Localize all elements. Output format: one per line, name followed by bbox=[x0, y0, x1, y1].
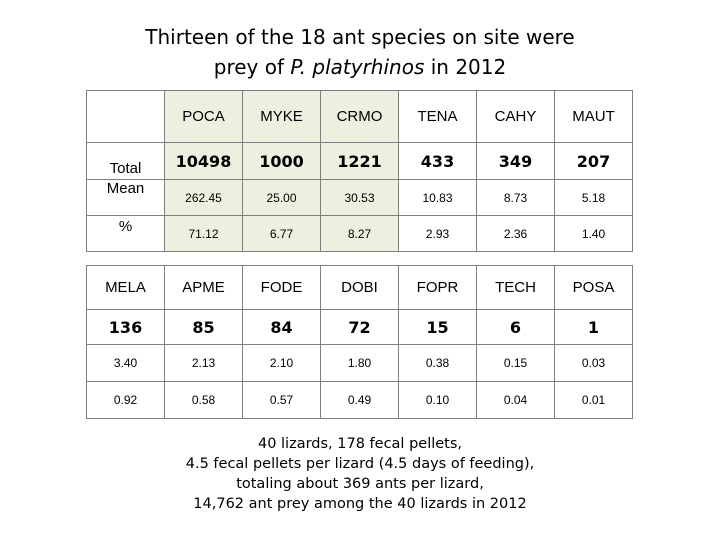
percent-cell: 1.40 bbox=[554, 215, 633, 252]
summary-line: 14,762 ant prey among the 40 lizards in … bbox=[193, 496, 527, 512]
percent-cell: 0.04 bbox=[476, 381, 555, 419]
percent-cell: 0.58 bbox=[164, 381, 243, 419]
mean-cell: 5.18 bbox=[554, 179, 633, 216]
percent-cell: 0.92 bbox=[86, 381, 165, 419]
table-row: POCA MYKE CRMO TENA CAHY MAUT bbox=[86, 90, 633, 143]
species-header: FODE bbox=[242, 265, 321, 310]
table-row: MELA APME FODE DOBI FOPR TECH POSA bbox=[86, 265, 633, 310]
summary-line: totaling about 369 ants per lizard, bbox=[236, 476, 484, 492]
ant-prey-table-bottom: MELA APME FODE DOBI FOPR TECH POSA 136 8… bbox=[86, 265, 633, 419]
mean-cell: 25.00 bbox=[242, 179, 321, 216]
mean-cell: 8.73 bbox=[476, 179, 555, 216]
title-species-name: P. platyrhinos bbox=[290, 55, 425, 79]
table-row: % 71.12 6.77 8.27 2.93 2.36 1.40 bbox=[86, 215, 633, 252]
total-cell: 1221 bbox=[320, 142, 399, 180]
total-cell: 84 bbox=[242, 309, 321, 345]
slide-title: Thirteen of the 18 ant species on site w… bbox=[0, 22, 720, 82]
title-line-2: prey of P. platyrhinos in 2012 bbox=[0, 52, 720, 82]
percent-cell: 8.27 bbox=[320, 215, 399, 252]
species-header: MELA bbox=[86, 265, 165, 310]
mean-cell: 1.80 bbox=[320, 344, 399, 382]
species-header: CAHY bbox=[476, 90, 555, 143]
title-line-1: Thirteen of the 18 ant species on site w… bbox=[145, 25, 575, 49]
mean-cell: 30.53 bbox=[320, 179, 399, 216]
species-header: CRMO bbox=[320, 90, 399, 143]
total-cell: 1 bbox=[554, 309, 633, 345]
ant-prey-table-top: POCA MYKE CRMO TENA CAHY MAUT Total 1049… bbox=[86, 90, 633, 252]
species-header: POCA bbox=[164, 90, 243, 143]
mean-cell: 0.03 bbox=[554, 344, 633, 382]
species-header: TECH bbox=[476, 265, 555, 310]
total-cell: 6 bbox=[476, 309, 555, 345]
summary-line: 40 lizards, 178 fecal pellets, bbox=[257, 436, 463, 452]
title-prefix: prey of bbox=[213, 55, 291, 79]
summary-note: 40 lizards, 178 fecal pellets, 4.5 fecal… bbox=[0, 434, 720, 514]
table-row: 0.92 0.58 0.57 0.49 0.10 0.04 0.01 bbox=[86, 381, 633, 419]
mean-cell: 3.40 bbox=[86, 344, 165, 382]
summary-line: 4.5 fecal pellets per lizard (4.5 days o… bbox=[185, 456, 535, 472]
mean-cell: 2.10 bbox=[242, 344, 321, 382]
percent-cell: 6.77 bbox=[242, 215, 321, 252]
percent-cell: 0.10 bbox=[398, 381, 477, 419]
percent-cell: 2.93 bbox=[398, 215, 477, 252]
total-cell: 85 bbox=[164, 309, 243, 345]
row-label-mean: Mean bbox=[86, 179, 165, 216]
species-header: APME bbox=[164, 265, 243, 310]
total-cell: 1000 bbox=[242, 142, 321, 180]
title-suffix: in 2012 bbox=[424, 55, 507, 79]
species-header: TENA bbox=[398, 90, 477, 143]
species-header: MAUT bbox=[554, 90, 633, 143]
table-row: 3.40 2.13 2.10 1.80 0.38 0.15 0.03 bbox=[86, 344, 633, 382]
mean-cell: 10.83 bbox=[398, 179, 477, 216]
mean-cell: 2.13 bbox=[164, 344, 243, 382]
mean-cell: 0.38 bbox=[398, 344, 477, 382]
percent-cell: 2.36 bbox=[476, 215, 555, 252]
total-cell: 433 bbox=[398, 142, 477, 180]
total-cell: 15 bbox=[398, 309, 477, 345]
table-corner-cell bbox=[86, 90, 165, 143]
percent-cell: 0.01 bbox=[554, 381, 633, 419]
mean-cell: 262.45 bbox=[164, 179, 243, 216]
total-cell: 10498 bbox=[164, 142, 243, 180]
table-row: Total 10498 1000 1221 433 349 207 bbox=[86, 142, 633, 180]
row-label-percent: % bbox=[86, 215, 165, 252]
species-header: MYKE bbox=[242, 90, 321, 143]
mean-cell: 0.15 bbox=[476, 344, 555, 382]
percent-cell: 0.49 bbox=[320, 381, 399, 419]
species-header: DOBI bbox=[320, 265, 399, 310]
row-label-total: Total bbox=[86, 142, 165, 180]
species-header: POSA bbox=[554, 265, 633, 310]
percent-cell: 71.12 bbox=[164, 215, 243, 252]
total-cell: 136 bbox=[86, 309, 165, 345]
total-cell: 349 bbox=[476, 142, 555, 180]
species-header: FOPR bbox=[398, 265, 477, 310]
total-cell: 72 bbox=[320, 309, 399, 345]
table-row: 136 85 84 72 15 6 1 bbox=[86, 309, 633, 345]
percent-cell: 0.57 bbox=[242, 381, 321, 419]
table-row: Mean 262.45 25.00 30.53 10.83 8.73 5.18 bbox=[86, 179, 633, 216]
total-cell: 207 bbox=[554, 142, 633, 180]
